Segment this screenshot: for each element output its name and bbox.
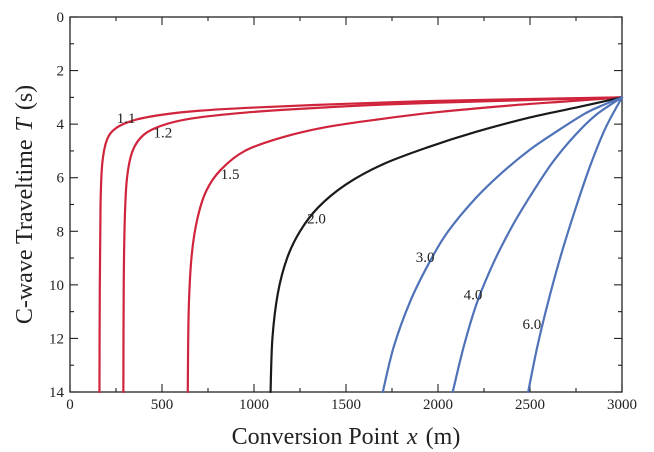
curve-2.0: [269, 96, 624, 394]
curve-6.0: [527, 96, 624, 394]
y-axis-unit: (s): [12, 85, 38, 110]
curve-1.2: [122, 96, 624, 394]
x-tick-label: 0: [66, 397, 74, 413]
y-tick-label: 14: [49, 385, 65, 401]
x-axis-unit: (m): [426, 424, 461, 450]
curve-1.1: [98, 96, 624, 394]
curve-3.0: [381, 96, 624, 394]
curves: [98, 96, 624, 394]
curve-label-1.1: 1.1: [117, 111, 136, 127]
x-tick-label: 3000: [607, 397, 637, 413]
x-tick-label: 500: [151, 397, 174, 413]
y-axis-label: C-wave Traveltime: [12, 140, 38, 325]
y-tick-label: 12: [49, 331, 64, 347]
y-tick-label: 8: [57, 224, 65, 240]
curve-labels: 1.1 1.2 1.5 2.0 3.0 4.0 6.0: [117, 111, 541, 333]
y-axis-title: C-wave Traveltime T (s): [12, 85, 38, 324]
x-tick-label: 1000: [239, 397, 269, 413]
curve-4.0: [451, 96, 624, 394]
y-axis-symbol: T: [12, 117, 38, 132]
x-tick-label: 1500: [331, 397, 361, 413]
y-tick-label: 0: [57, 10, 65, 26]
x-tick-label: 2500: [515, 397, 545, 413]
curve-label-6.0: 6.0: [522, 317, 541, 333]
curve-label-3.0: 3.0: [416, 250, 435, 266]
curve-label-1.5: 1.5: [221, 167, 240, 183]
x-axis-label: Conversion Point: [232, 424, 400, 450]
y-tick-label: 10: [49, 278, 64, 294]
curve-label-1.2: 1.2: [154, 126, 173, 142]
axis-ticks: [69, 16, 623, 393]
curve-label-2.0: 2.0: [307, 211, 326, 227]
x-axis-symbol: x: [406, 424, 418, 450]
y-tick-label: 6: [57, 171, 65, 187]
x-tick-label: 2000: [423, 397, 453, 413]
y-tick-label: 4: [57, 117, 65, 133]
curve-1.5: [186, 96, 624, 394]
curve-label-4.0: 4.0: [464, 288, 483, 304]
axis-tick-labels: 0 500 1000 1500 2000 2500 3000 0 2 4 6 8 10 12 14: [49, 10, 637, 413]
x-axis-title: Conversion Point x (m): [232, 424, 461, 450]
y-tick-label: 2: [57, 64, 65, 80]
